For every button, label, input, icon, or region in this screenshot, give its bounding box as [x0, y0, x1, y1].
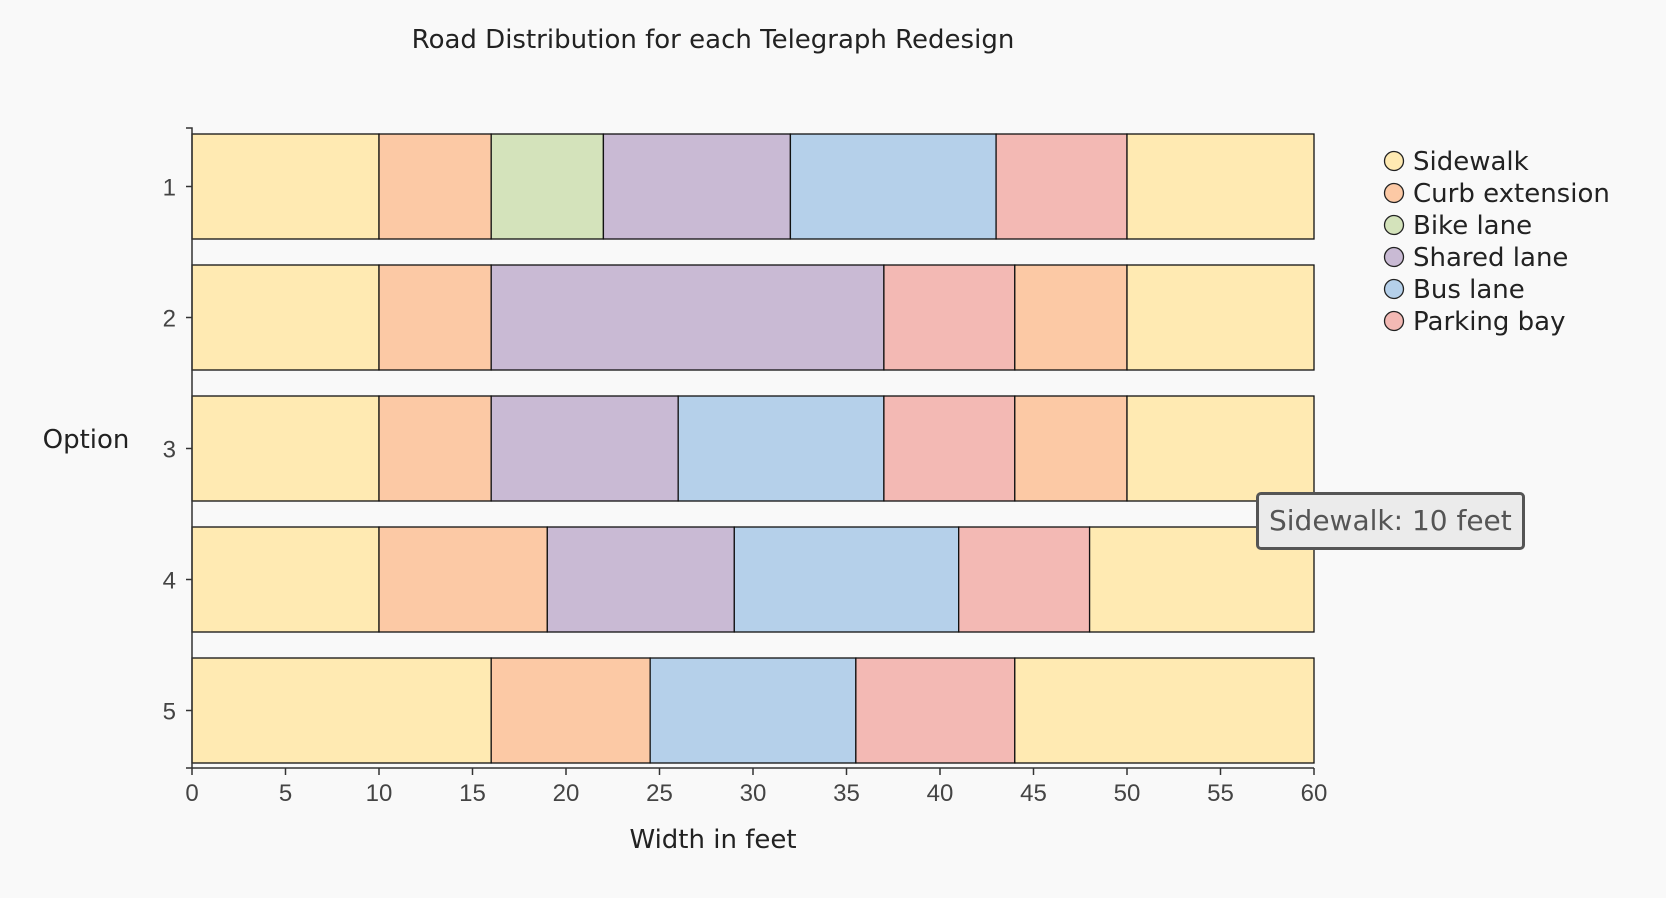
x-tick-label-25: 25 [646, 780, 673, 807]
legend-item-sidewalk[interactable]: Sidewalk [1383, 147, 1529, 177]
legend-swatch-sidewalk [1383, 150, 1405, 172]
y-axis: 1 2 3 4 5 [163, 127, 193, 769]
bar-segment-option-4-curb-extension-1[interactable] [378, 526, 548, 633]
bar-segment-option-5-sidewalk-4[interactable] [1014, 657, 1315, 764]
legend-label-curb-extension: Curb extension [1413, 179, 1610, 209]
x-axis-title: Width in feet [629, 825, 796, 855]
bar-segment-option-5-bus-lane-2[interactable] [649, 657, 857, 764]
legend-swatch-shared-lane [1383, 246, 1405, 268]
chart-title: Road Distribution for each Telegraph Red… [412, 25, 1015, 55]
hover-tooltip: Sidewalk: 10 feet [1256, 492, 1525, 550]
bar-segment-option-5-curb-extension-1[interactable] [490, 657, 651, 764]
x-tick-label-55: 55 [1207, 780, 1234, 807]
x-tick-label-5: 5 [279, 780, 292, 807]
bar-segment-option-1-bike-lane-2[interactable] [490, 133, 605, 240]
x-tick-label-40: 40 [927, 780, 954, 807]
x-tick-label-60: 60 [1301, 780, 1328, 807]
y-tick-label-3: 3 [163, 437, 176, 464]
legend-item-curb-extension[interactable]: Curb extension [1383, 179, 1610, 209]
bar-segment-option-2-curb-extension-4[interactable] [1014, 264, 1128, 371]
y-tick-label-4: 4 [163, 568, 176, 595]
x-tick-label-30: 30 [740, 780, 767, 807]
legend-item-shared-lane[interactable]: Shared lane [1383, 243, 1569, 273]
bar-segment-option-3-curb-extension-5[interactable] [1014, 395, 1128, 502]
legend-item-parking-bay[interactable]: Parking bay [1383, 307, 1566, 337]
y-tick-label-2: 2 [163, 306, 176, 333]
bar-segment-option-4-bus-lane-3[interactable] [733, 526, 960, 633]
bar-segment-option-1-bus-lane-4[interactable] [789, 133, 997, 240]
bar-segment-option-3-bus-lane-3[interactable] [677, 395, 885, 502]
bar-segment-option-3-shared-lane-2[interactable] [490, 395, 679, 502]
legend-label-bike-lane: Bike lane [1413, 211, 1532, 241]
legend-swatch-parking-bay [1383, 310, 1405, 332]
bar-segment-option-2-sidewalk-5[interactable] [1126, 264, 1315, 371]
x-tick-label-50: 50 [1114, 780, 1141, 807]
legend-label-parking-bay: Parking bay [1413, 307, 1565, 337]
legend-item-bike-lane[interactable]: Bike lane [1383, 211, 1533, 241]
bar-segment-option-2-parking-bay-3[interactable] [883, 264, 1016, 371]
x-tick-label-15: 15 [459, 780, 486, 807]
legend-label-shared-lane: Shared lane [1413, 243, 1568, 273]
bar-segment-option-1-sidewalk-6[interactable] [1126, 133, 1315, 240]
y-axis-title: Option [43, 425, 130, 455]
legend-label-sidewalk: Sidewalk [1413, 147, 1529, 177]
bar-segment-option-2-curb-extension-1[interactable] [378, 264, 492, 371]
x-tick-label-20: 20 [553, 780, 580, 807]
bar-segment-option-3-sidewalk-6[interactable] [1126, 395, 1315, 502]
legend-swatch-bike-lane [1383, 214, 1405, 236]
bar-segment-option-5-parking-bay-3[interactable] [855, 657, 1016, 764]
bars-group [191, 133, 1315, 764]
legend-swatch-bus-lane [1383, 278, 1405, 300]
bar-segment-option-1-sidewalk-0[interactable] [191, 133, 380, 240]
bar-segment-option-3-curb-extension-1[interactable] [378, 395, 492, 502]
bar-segment-option-2-sidewalk-0[interactable] [191, 264, 380, 371]
bar-segment-option-1-shared-lane-3[interactable] [602, 133, 792, 240]
bar-segment-option-1-parking-bay-5[interactable] [995, 133, 1128, 240]
x-axis: 0 5 10 15 20 25 30 35 40 45 50 55 60 [185, 767, 1328, 807]
bar-segment-option-1-curb-extension-1[interactable] [378, 133, 492, 240]
bar-segment-option-4-sidewalk-0[interactable] [191, 526, 380, 633]
bar-segment-option-3-sidewalk-0[interactable] [191, 395, 380, 502]
bar-segment-option-2-shared-lane-2[interactable] [490, 264, 885, 371]
x-tick-label-35: 35 [833, 780, 860, 807]
x-tick-label-10: 10 [366, 780, 393, 807]
x-tick-label-0: 0 [185, 780, 198, 807]
bar-segment-option-3-parking-bay-4[interactable] [883, 395, 1016, 502]
y-tick-label-1: 1 [163, 175, 176, 202]
x-tick-label-45: 45 [1020, 780, 1047, 807]
bar-segment-option-4-parking-bay-4[interactable] [958, 526, 1091, 633]
legend-item-bus-lane[interactable]: Bus lane [1383, 275, 1525, 305]
bar-segment-option-5-sidewalk-0[interactable] [191, 657, 492, 764]
bar-segment-option-4-shared-lane-2[interactable] [546, 526, 735, 633]
legend-swatch-curb-extension [1383, 182, 1405, 204]
y-tick-label-5: 5 [163, 699, 176, 726]
legend-label-bus-lane: Bus lane [1413, 275, 1525, 305]
